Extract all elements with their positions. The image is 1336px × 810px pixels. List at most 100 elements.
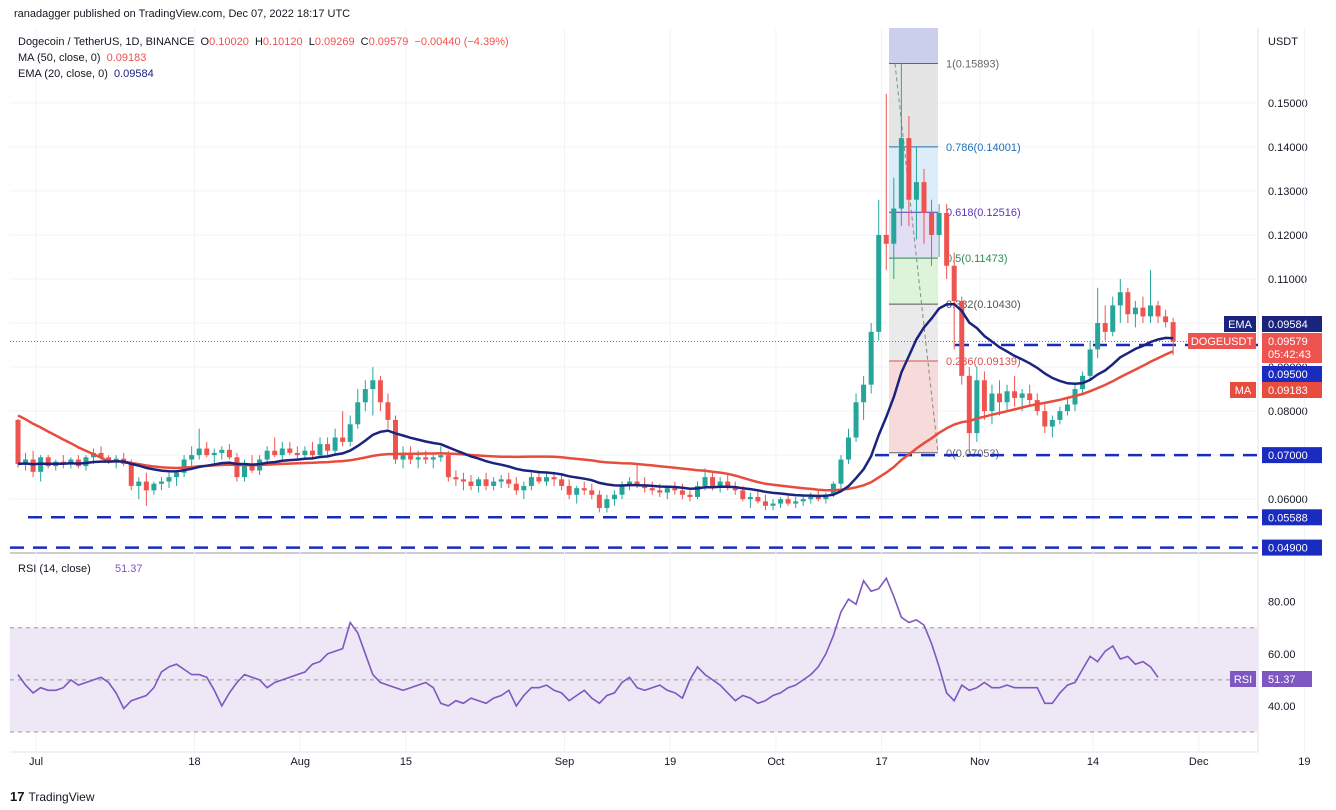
- candle-body: [785, 499, 791, 504]
- ema-legend-value: 0.09584: [113, 68, 154, 80]
- candle-body: [951, 265, 957, 302]
- candle-body: [627, 481, 633, 486]
- last-price-tag-text: DOGEUSDT: [1191, 336, 1254, 348]
- candle-body: [196, 448, 202, 456]
- ma-price-tag-value-bg: [1262, 382, 1322, 398]
- ma-legend[interactable]: MA (50, close, 0) 0.09183: [18, 52, 149, 64]
- candle-body: [400, 455, 406, 460]
- candle-body: [725, 481, 731, 489]
- candle-body: [778, 499, 784, 504]
- candle-body: [513, 483, 519, 491]
- candle-body: [234, 457, 240, 478]
- ma-price-tag-bg: [1230, 382, 1256, 398]
- candle-body: [423, 457, 429, 460]
- candle-body: [340, 437, 346, 442]
- ma-price-tag-text: MA: [1235, 385, 1252, 397]
- fib-level-label: 0.382(0.10430): [946, 299, 1021, 311]
- ema-legend[interactable]: EMA (20, close, 0) 0.09584: [18, 68, 157, 80]
- y-tick-label: 0.06000: [1268, 494, 1308, 506]
- candle-body: [800, 499, 806, 502]
- candle-body: [634, 481, 640, 486]
- candle-body: [370, 380, 376, 390]
- rsi-tick-label: 60.00: [1268, 649, 1296, 661]
- candle-body: [687, 494, 693, 497]
- candle-body: [143, 481, 149, 491]
- fib-level-label: 0.236(0.09139): [946, 356, 1021, 368]
- fib-zone: [889, 304, 938, 361]
- support-tag-bg: [1262, 509, 1322, 526]
- candle-body: [430, 457, 436, 460]
- candle-body: [181, 459, 187, 473]
- high-value: 0.10120: [262, 36, 303, 48]
- candle-body: [913, 182, 919, 200]
- candle-body: [1140, 307, 1146, 317]
- support-tag-value: 0.07000: [1268, 450, 1308, 462]
- candle-body: [226, 449, 232, 458]
- x-tick-label: Nov: [970, 756, 990, 768]
- low-label: L: [308, 36, 315, 48]
- y-tick-label: 0.08000: [1268, 406, 1308, 418]
- candle-body: [551, 477, 557, 480]
- ema-price-tag-text: EMA: [1228, 319, 1253, 331]
- candle-body: [861, 384, 867, 403]
- candle-body: [611, 494, 617, 500]
- candle-body: [868, 331, 874, 385]
- candle-body: [1095, 323, 1101, 350]
- candle-body: [408, 455, 414, 460]
- candle-body: [106, 457, 112, 462]
- support-tag-value: 0.05588: [1268, 512, 1308, 524]
- candle-body: [506, 479, 512, 484]
- low-value: 0.09269: [314, 36, 355, 48]
- candle-body: [672, 488, 678, 491]
- candle-body: [1004, 391, 1010, 403]
- open-value: 0.10020: [209, 36, 249, 48]
- candle-body: [468, 481, 474, 486]
- candle-body: [883, 234, 889, 244]
- candle-body: [491, 481, 497, 486]
- candle-body: [1019, 393, 1025, 398]
- candle-body: [294, 452, 300, 456]
- y-tick-label: 0.12000: [1268, 230, 1308, 242]
- candle-body: [770, 503, 776, 506]
- fib-top-zone: [889, 28, 938, 64]
- candle-body: [1087, 349, 1093, 376]
- candle-body: [362, 389, 368, 403]
- footer-brand[interactable]: 17 TradingView: [10, 789, 95, 804]
- rsi-tick-label: 40.00: [1268, 701, 1296, 713]
- rsi-legend-label: RSI (14, close): [18, 563, 91, 575]
- candle-body: [1125, 292, 1131, 315]
- x-tick-label: Sep: [555, 756, 575, 768]
- candle-body: [393, 419, 398, 460]
- x-tick-label: Dec: [1189, 756, 1209, 768]
- last-price-tag-bg: [1188, 333, 1256, 349]
- candle-body: [596, 494, 602, 508]
- candle-body: [747, 496, 753, 500]
- candle-body: [264, 450, 270, 460]
- candle-body: [528, 477, 534, 486]
- ema-line: [17, 302, 1174, 498]
- candle-body: [679, 490, 685, 495]
- candle-body: [332, 437, 338, 451]
- candle-body: [604, 499, 610, 508]
- last-price-countdown: 05:42:43: [1268, 349, 1311, 361]
- candle-body: [695, 485, 700, 497]
- candle-body: [460, 479, 466, 482]
- candle-body: [1027, 393, 1033, 401]
- candle-body: [974, 380, 980, 434]
- ma-legend-label: MA (50, close, 0): [18, 52, 101, 64]
- candle-body: [189, 455, 195, 460]
- support-tag-bg: [1262, 539, 1322, 556]
- candle-body: [355, 402, 361, 425]
- x-tick-label: 19: [664, 756, 676, 768]
- candle-body: [1012, 391, 1018, 398]
- published-caption: ranadagger published on TradingView.com,…: [14, 8, 351, 20]
- x-tick-label: Oct: [767, 756, 784, 768]
- fib-level-label: 0.5(0.11473): [946, 253, 1008, 265]
- candle-body: [898, 138, 904, 209]
- ema-price-tag-bg: [1224, 316, 1256, 332]
- candle-body: [755, 496, 761, 502]
- rsi-tag-value: 51.37: [1268, 674, 1296, 686]
- candle-body: [136, 481, 142, 486]
- candle-body: [846, 437, 851, 460]
- ema-price-tag-value-bg: [1262, 316, 1322, 332]
